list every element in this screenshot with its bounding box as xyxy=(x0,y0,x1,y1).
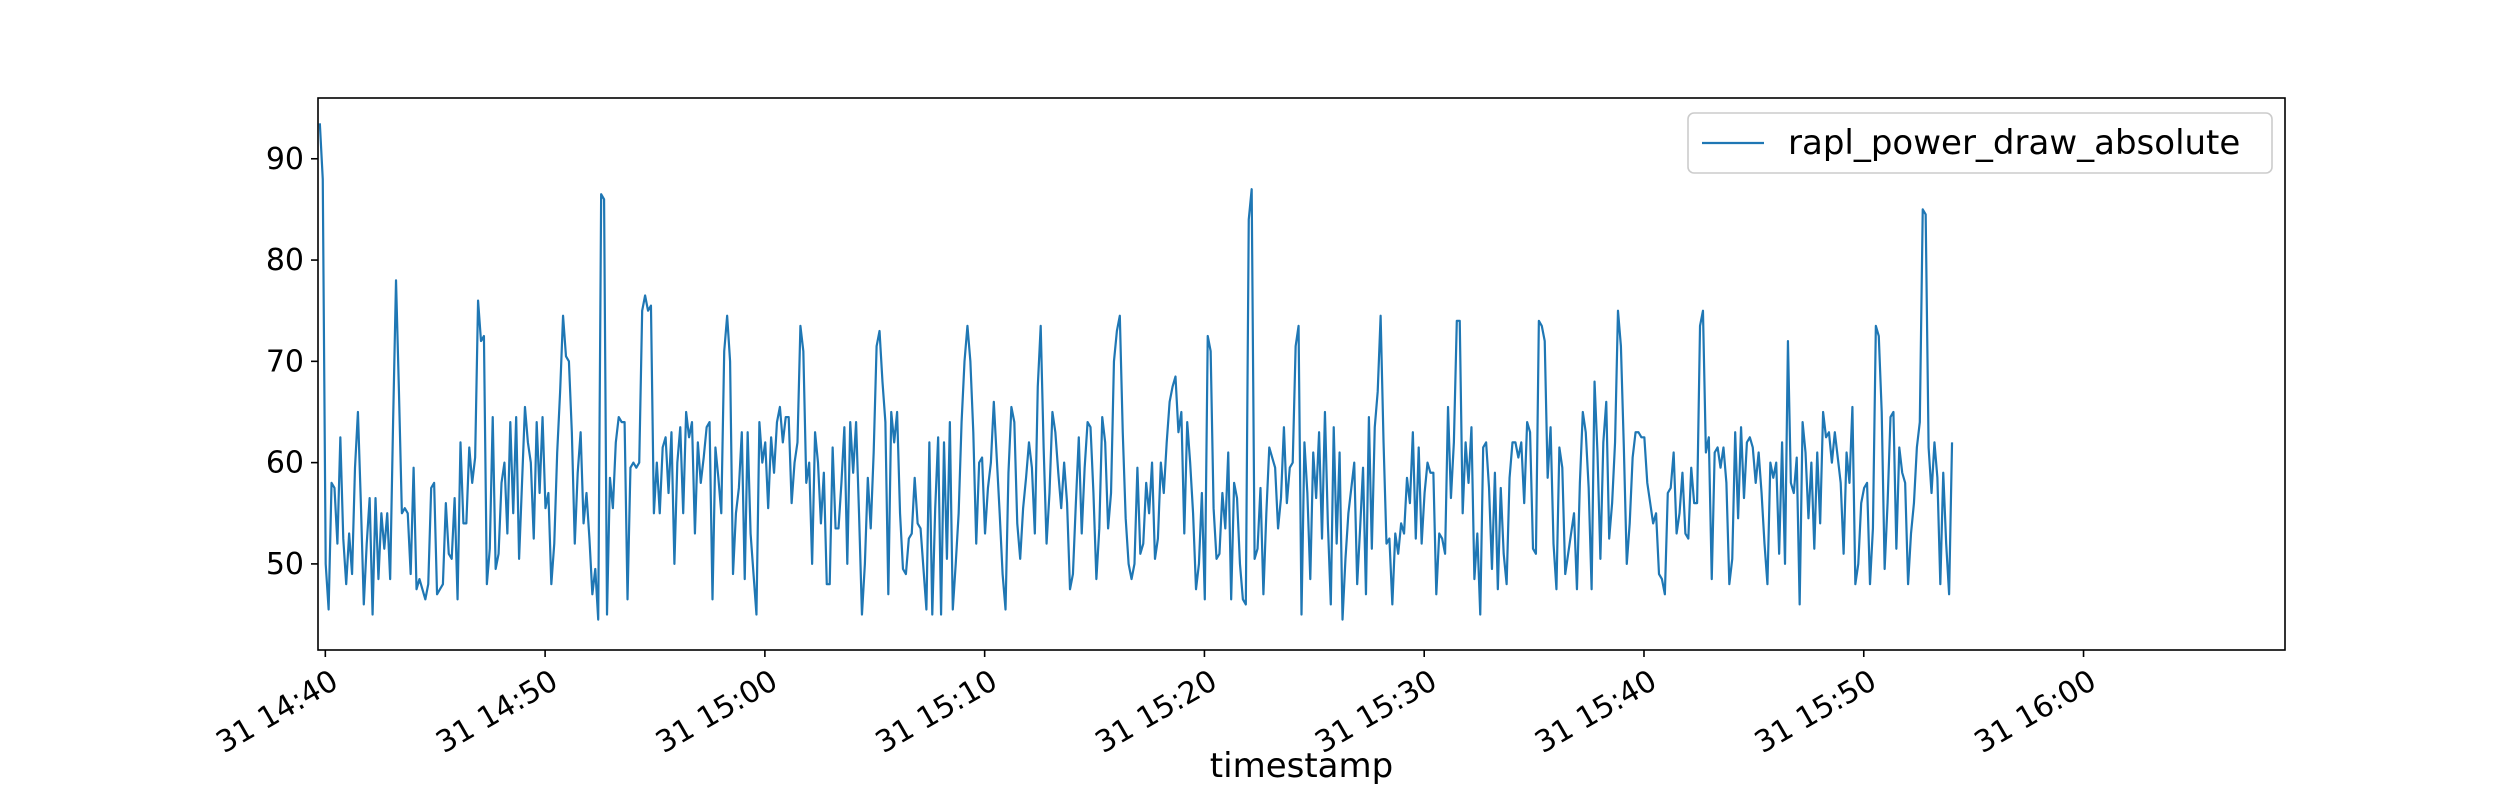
x-tick-label: 31 15:50 xyxy=(1749,663,1883,760)
legend: rapl_power_draw_absolute xyxy=(1687,112,2273,174)
x-tick-label: 31 15:20 xyxy=(1090,663,1224,760)
legend-box xyxy=(1687,112,2273,174)
y-tick-label: 50 xyxy=(266,547,304,582)
x-tick-label: 31 14:40 xyxy=(210,663,344,760)
series-line-0 xyxy=(318,123,1954,621)
x-tick-label: 31 15:10 xyxy=(870,663,1004,760)
x-axis-label: timestamp xyxy=(1210,746,1393,786)
y-tick-label: 60 xyxy=(266,446,304,481)
x-tick-label: 31 15:00 xyxy=(650,663,784,760)
y-tick-label: 90 xyxy=(266,142,304,177)
plot-area xyxy=(318,123,1954,621)
x-tick-label: 31 15:40 xyxy=(1529,663,1663,760)
x-tick-label: 31 16:00 xyxy=(1969,663,2103,760)
x-tick-label: 31 14:50 xyxy=(430,663,564,760)
y-tick-label: 70 xyxy=(266,344,304,379)
y-tick-label: 80 xyxy=(266,243,304,278)
legend-label: rapl_power_draw_absolute xyxy=(1788,123,2240,163)
plot-frame xyxy=(317,97,2286,651)
